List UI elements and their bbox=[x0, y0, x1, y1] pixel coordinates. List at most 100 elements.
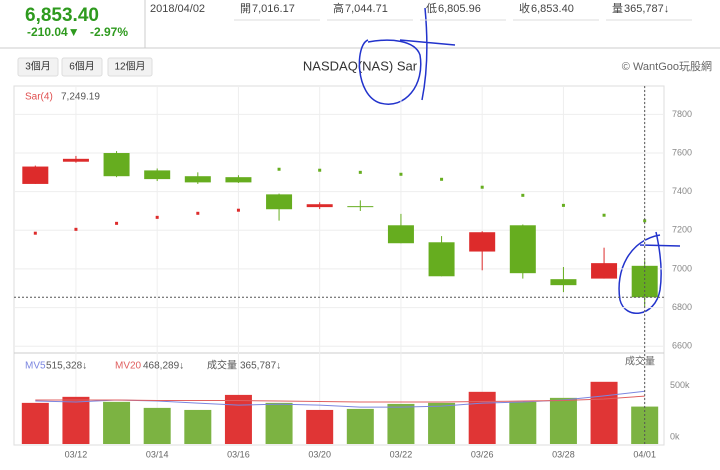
x-tick-label: 03/16 bbox=[227, 449, 250, 459]
legend-value: 365,787↓ bbox=[240, 361, 281, 372]
candle-body bbox=[184, 176, 211, 183]
sar-dot bbox=[440, 177, 444, 181]
legend-value: 468,289↓ bbox=[143, 361, 184, 372]
date: 2018/04/02 bbox=[150, 3, 205, 15]
candle-body bbox=[22, 166, 49, 184]
sar-dot bbox=[155, 215, 159, 219]
candle-body bbox=[469, 232, 496, 252]
candle-body bbox=[103, 153, 130, 177]
plot-frame bbox=[13, 85, 665, 446]
volume-bar bbox=[468, 391, 496, 444]
x-tick-label: 03/22 bbox=[390, 449, 413, 459]
sar-dot bbox=[602, 213, 606, 217]
legend-value: 515,328↓ bbox=[46, 361, 87, 372]
sar-dot bbox=[521, 193, 525, 197]
y-tick-label: 6800 bbox=[672, 302, 692, 312]
volume-bar bbox=[265, 402, 293, 444]
x-tick-label: 03/12 bbox=[65, 449, 88, 459]
legend-name: MV20 bbox=[115, 361, 142, 372]
volume-bar bbox=[509, 401, 537, 444]
price: 6,853.40 bbox=[25, 5, 99, 26]
candle-body bbox=[225, 177, 252, 183]
range-button[interactable] bbox=[17, 57, 59, 77]
legend-name: MV5 bbox=[25, 361, 46, 372]
mv-line bbox=[35, 395, 645, 403]
volume-bar bbox=[346, 408, 374, 444]
stat-label: 高 bbox=[333, 1, 344, 15]
candle-body bbox=[428, 242, 455, 277]
stat-value: 7,044.71 bbox=[345, 3, 388, 15]
stat-label: 低 bbox=[426, 2, 437, 15]
y-tick-label: 6600 bbox=[672, 341, 692, 351]
volume-bar bbox=[306, 409, 334, 444]
volume-bar bbox=[184, 409, 212, 444]
sar-dot bbox=[358, 170, 362, 174]
range-button-label[interactable]: 6個月 bbox=[69, 60, 95, 73]
candle-body bbox=[144, 170, 171, 180]
x-tick-label: 03/20 bbox=[308, 449, 331, 459]
volume-bar bbox=[103, 401, 131, 444]
sar-dot bbox=[399, 172, 403, 176]
change-pct: -2.97% bbox=[90, 25, 128, 39]
stat-label: 開 bbox=[240, 2, 251, 15]
y-tick-label: 500k bbox=[670, 380, 690, 390]
candle-body bbox=[387, 225, 414, 244]
candle-body bbox=[509, 225, 536, 274]
volume-bar bbox=[62, 396, 90, 444]
panel-label: 成交量 bbox=[625, 355, 655, 368]
y-tick-label: 7800 bbox=[672, 109, 692, 119]
header-bg bbox=[0, 0, 720, 48]
range-button[interactable] bbox=[107, 57, 153, 77]
sar-dot bbox=[196, 211, 200, 215]
legend-name: 成交量 bbox=[207, 359, 237, 372]
y-tick-label: 7600 bbox=[672, 147, 692, 157]
range-button[interactable] bbox=[61, 57, 103, 77]
x-tick-label: 03/14 bbox=[146, 449, 169, 459]
sar-dot bbox=[277, 167, 281, 171]
sar-dot bbox=[115, 221, 119, 225]
y-tick-label: 7000 bbox=[672, 263, 692, 273]
x-tick-label: 03/26 bbox=[471, 449, 494, 459]
stat-value: 6,805.96 bbox=[438, 3, 481, 15]
stat-value: 365,787↓ bbox=[624, 3, 669, 15]
range-button-label[interactable]: 12個月 bbox=[114, 60, 145, 73]
candle-body bbox=[591, 263, 618, 279]
credit: © WantGoo玩股網 bbox=[622, 59, 712, 73]
candle-body bbox=[306, 204, 333, 208]
chart-title: NASDAQ(NAS) Sar bbox=[303, 58, 418, 73]
volume-bar bbox=[387, 403, 415, 444]
volume-bar bbox=[143, 407, 171, 444]
sar-dot bbox=[480, 185, 484, 189]
annotation-scribble bbox=[358, 7, 456, 105]
candle-body bbox=[347, 206, 374, 208]
range-button-label[interactable]: 3個月 bbox=[25, 60, 51, 73]
change: -210.04▼ bbox=[27, 25, 80, 39]
sar-dot bbox=[318, 168, 322, 172]
stat-label: 收 bbox=[519, 1, 530, 15]
sar-value: 7,249.19 bbox=[61, 92, 100, 103]
volume-bar bbox=[631, 406, 659, 444]
sar-dot bbox=[74, 227, 78, 231]
volume-bar bbox=[428, 402, 456, 444]
volume-bar bbox=[224, 394, 252, 444]
annotation-scribble bbox=[618, 231, 681, 315]
stat-value: 7,016.17 bbox=[252, 3, 295, 15]
sar-dot bbox=[561, 203, 565, 207]
sar-dot bbox=[643, 219, 647, 223]
x-tick-label: 03/28 bbox=[552, 449, 575, 459]
candle-body bbox=[266, 194, 293, 210]
stat-value: 6,853.40 bbox=[531, 3, 574, 15]
y-tick-label: 7400 bbox=[672, 186, 692, 196]
candle-body bbox=[550, 279, 577, 286]
volume-bar bbox=[590, 381, 618, 444]
x-tick-label: 04/01 bbox=[633, 449, 656, 459]
sar-dot bbox=[236, 208, 240, 212]
sar-label: Sar(4) bbox=[25, 92, 53, 103]
y-tick-label: 0k bbox=[670, 431, 680, 441]
volume-bar bbox=[21, 402, 49, 444]
candle-body bbox=[62, 158, 89, 162]
sar-dot bbox=[33, 231, 37, 235]
volume-bar bbox=[549, 397, 577, 444]
y-tick-label: 7200 bbox=[672, 225, 692, 235]
